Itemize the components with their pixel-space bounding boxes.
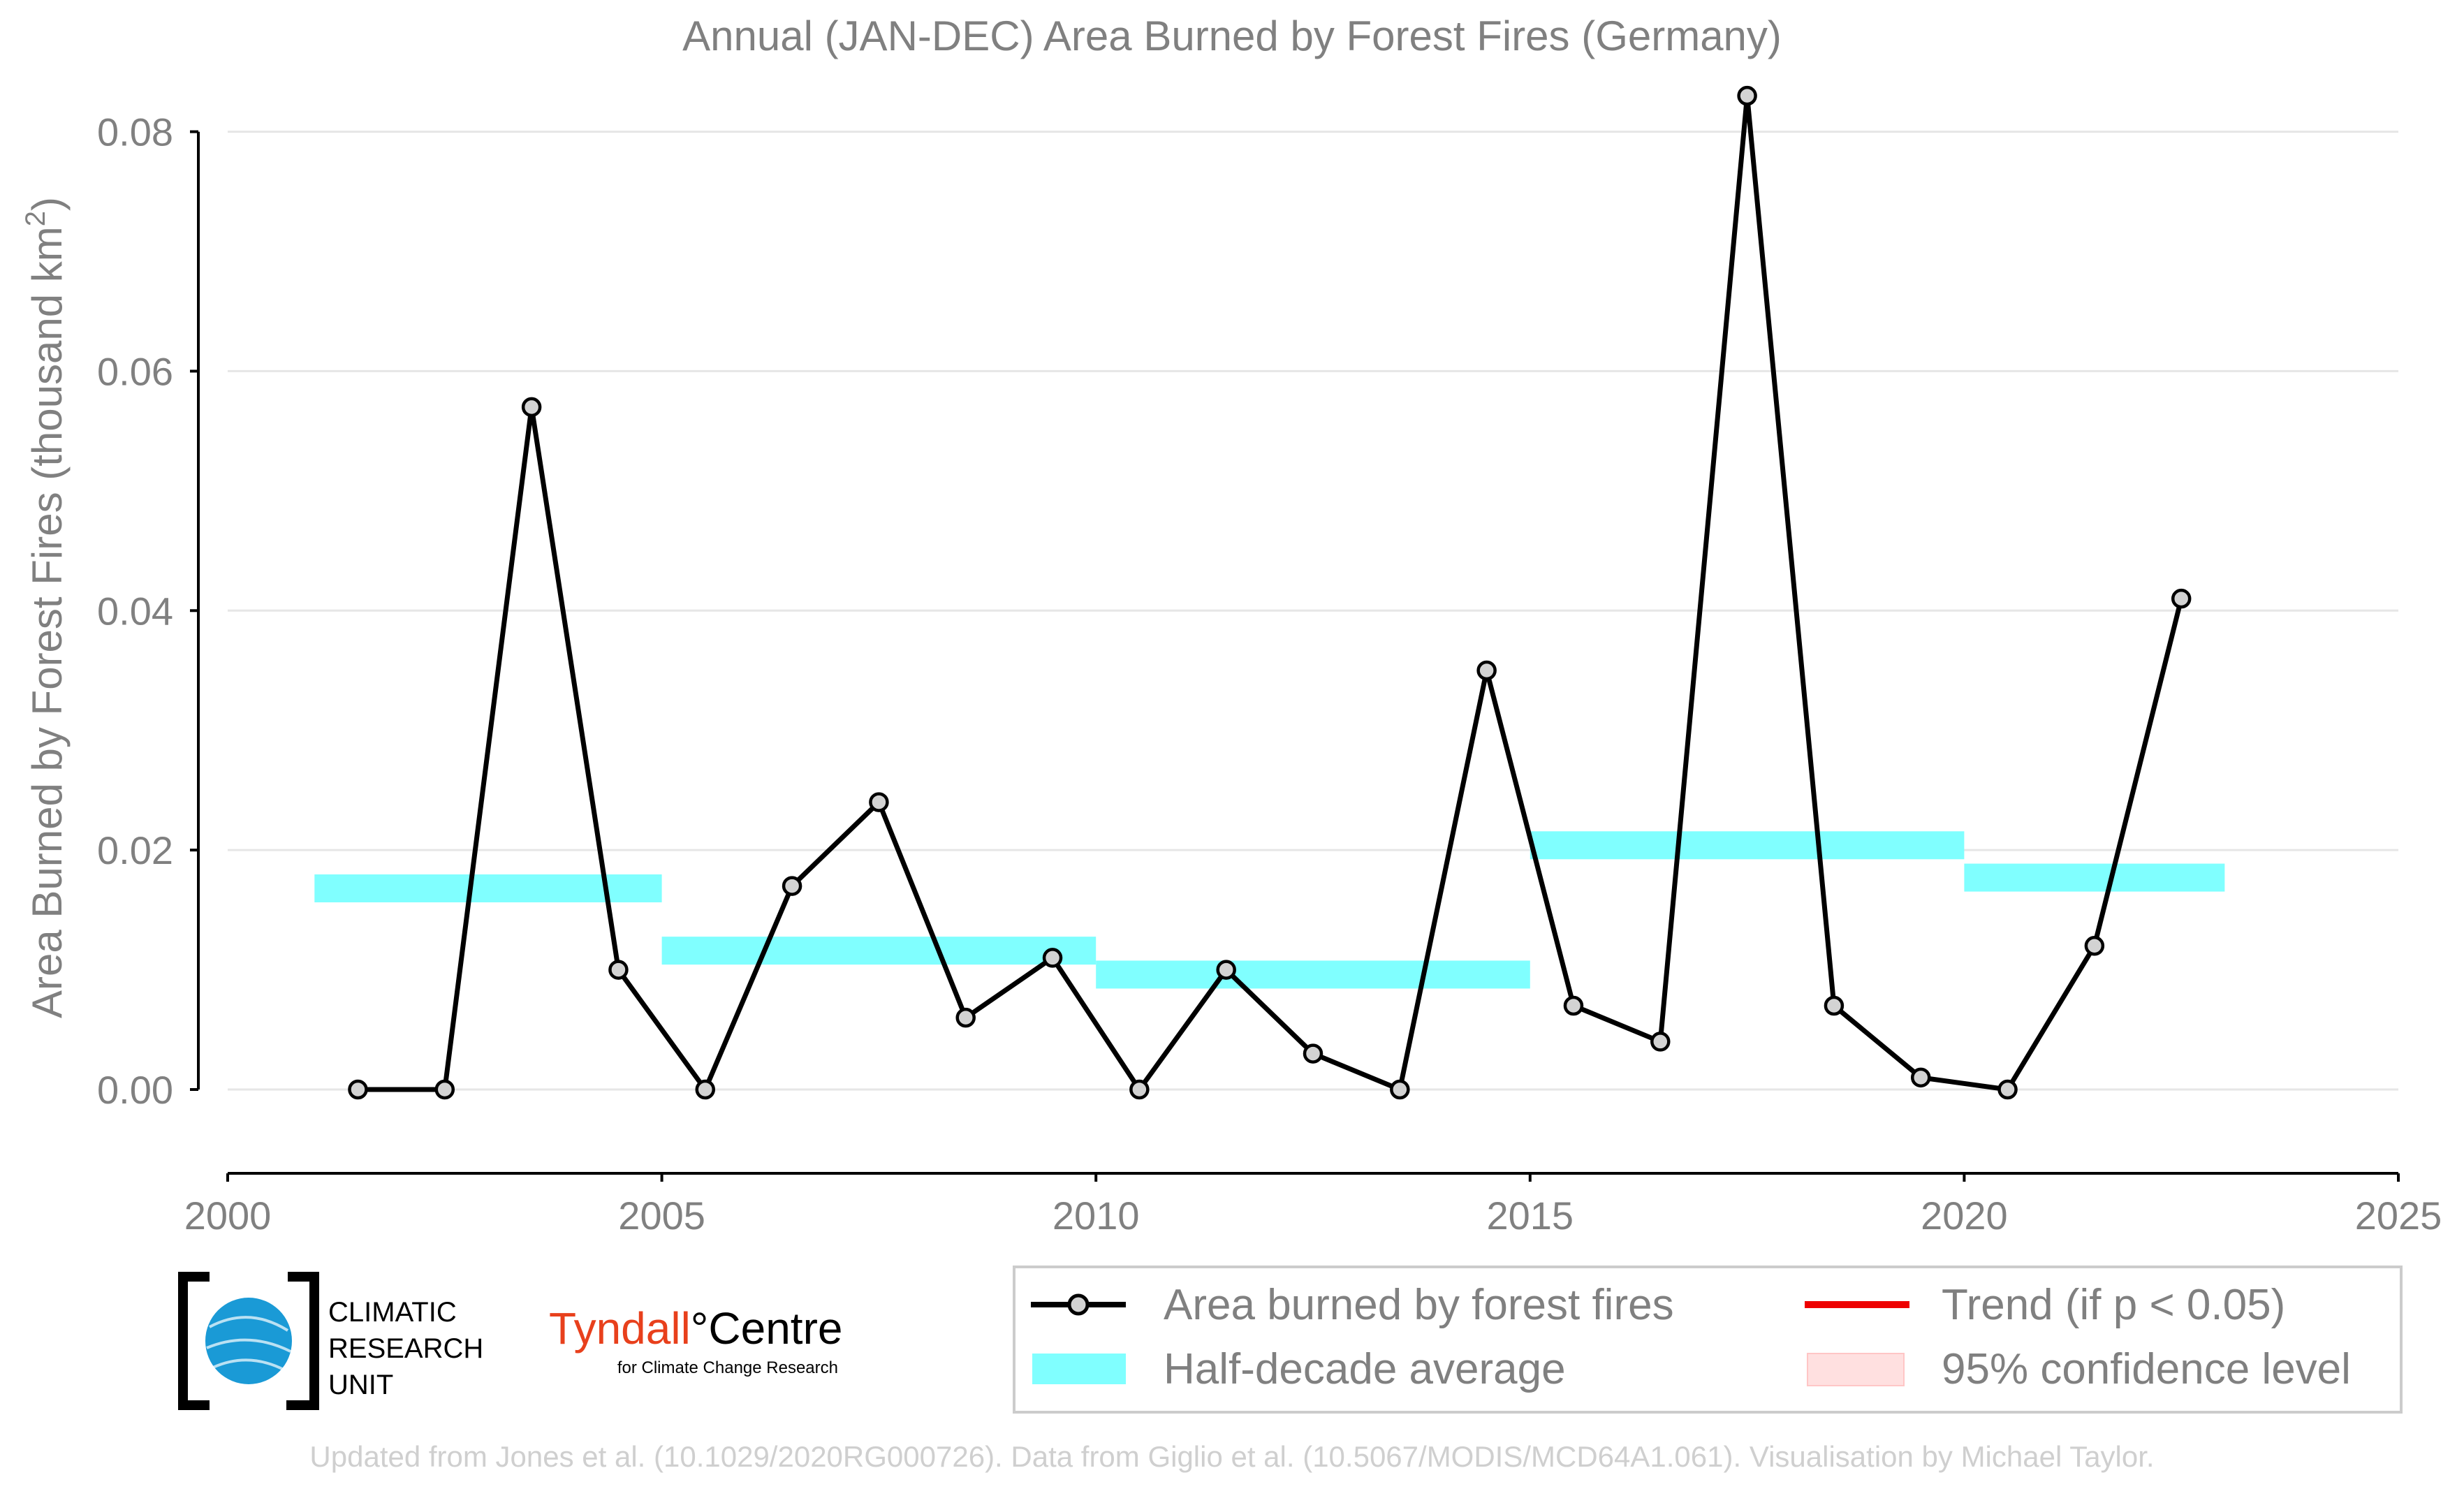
data-point [1216,960,1236,980]
cru-bracket-left [178,1272,210,1410]
data-point [1042,948,1063,968]
half-decade-average-bar [661,937,1097,965]
tyndall-logo: Tyndall°Centre for Climate Change Resear… [549,1303,842,1377]
data-point [434,1079,455,1100]
tyndall-suffix: °Centre [691,1303,843,1354]
series-line [358,93,2184,1092]
cru-line-2: RESEARCH [328,1333,483,1364]
data-point [2171,588,2192,609]
data-point [1303,1043,1323,1064]
cru-logo: CLIMATIC RESEARCH UNIT [178,1272,483,1410]
legend-label-trend: Trend (if p < 0.05) [1942,1281,2285,1329]
x-tick-label: 2020 [1921,1194,2008,1238]
data-point [1390,1079,1410,1100]
data-point [348,1079,368,1100]
x-tick-label: 2025 [2355,1194,2442,1238]
data-point [1650,1032,1671,1052]
x-tick-label: 2000 [184,1194,272,1238]
cru-line-3: UNIT [328,1370,393,1400]
y-tick-label: 0.06 [97,349,173,393]
y-tick-label: 0.02 [97,828,173,872]
globe-swirl [206,1316,291,1372]
y-tick-label: 0.08 [97,110,173,154]
data-point [2084,936,2105,956]
data-point [869,792,889,812]
area-burned-series [358,93,2184,1092]
legend-label-confidence: 95% confidence level [1942,1345,2351,1393]
tyndall-name: Tyndall [549,1303,691,1354]
legend-marker-area-burned [1067,1293,1090,1316]
data-point [1910,1067,1931,1088]
area-burned-markers [348,85,2192,1100]
data-point [782,876,802,896]
half-decade-average-bar [1530,831,1965,860]
y-tick-label: 0.04 [97,589,173,633]
cru-line-1: CLIMATIC [328,1297,457,1328]
data-point [1563,995,1584,1016]
data-point [608,960,629,980]
half-decade-average-bar [1096,960,1530,989]
data-point [1737,85,1757,106]
y-tick-label: 0.00 [97,1068,173,1112]
grid-lines [228,131,2398,1091]
legend-swatch-half-decade [1032,1354,1126,1384]
x-tick-label: 2015 [1487,1194,1574,1238]
data-point [1824,995,1845,1016]
data-point [1129,1079,1150,1100]
legend-swatch-confidence [1807,1353,1905,1386]
data-point [1476,660,1497,681]
legend-label-half-decade: Half-decade average [1164,1345,1566,1393]
x-tick-label: 2005 [618,1194,705,1238]
data-point [521,397,542,418]
legend-label-area-burned: Area burned by forest fires [1164,1281,1674,1329]
tyndall-subtitle: for Climate Change Research [617,1358,838,1377]
credit-line: Updated from Jones et al. (10.1029/2020R… [309,1440,2154,1473]
half-decade-average-bar [1964,863,2225,892]
data-point [695,1079,716,1100]
chart-title: Annual (JAN-DEC) Area Burned by Forest F… [682,13,1782,59]
cru-bracket-right [286,1272,319,1410]
x-tick-label: 2010 [1053,1194,1140,1238]
axes: 0.00 0.02 0.04 0.06 0.08 2000 2005 2010 2015 2020… [97,110,2442,1238]
data-point [955,1007,976,1028]
legend: Area burned by forest fires Trend (if p … [1013,1266,2403,1414]
half-decade-average-bars [314,831,2225,989]
legend-box [1013,1266,2403,1414]
data-point [1997,1079,2018,1100]
tyndall-wordmark: Tyndall°Centre [549,1303,842,1354]
y-axis-label: Area Burned by Forest Fires (thousand km… [20,197,71,1018]
